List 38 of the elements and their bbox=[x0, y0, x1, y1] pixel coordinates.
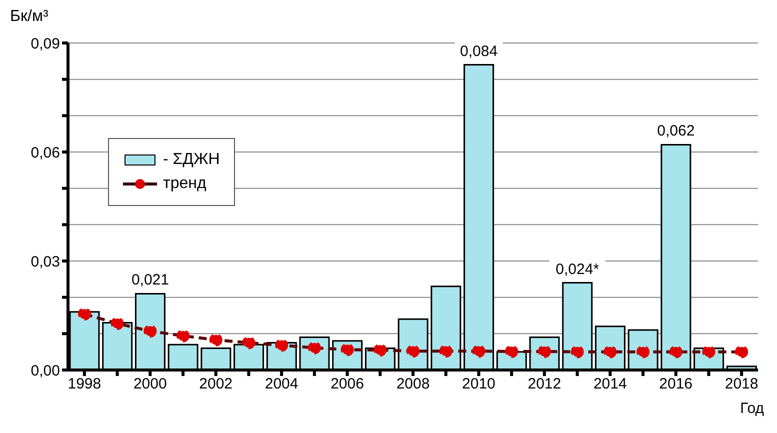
data-label: 0,024* bbox=[556, 260, 600, 278]
point bbox=[144, 324, 157, 338]
legend-label: - ΣДЖН bbox=[163, 151, 220, 169]
x-tick-label: 2006 bbox=[330, 376, 364, 393]
data-label: 0,021 bbox=[131, 272, 169, 289]
x-tick-label: 2004 bbox=[264, 376, 298, 393]
y-tick-label: 0,00 bbox=[30, 362, 60, 380]
x-tick-label: 2018 bbox=[724, 376, 758, 393]
y-tick-label: 0,09 bbox=[30, 35, 60, 52]
data-label: 0,084 bbox=[460, 42, 498, 60]
x-tick-label: 2008 bbox=[396, 376, 430, 393]
data-label: 0,062 bbox=[657, 122, 695, 140]
point bbox=[669, 345, 682, 358]
x-tick-label: 2000 bbox=[133, 376, 167, 393]
point bbox=[505, 344, 518, 358]
x-tick-label: 2010 bbox=[462, 376, 496, 393]
point bbox=[176, 329, 190, 342]
point bbox=[110, 316, 124, 330]
x-tick-label: 2016 bbox=[659, 376, 693, 393]
point bbox=[439, 344, 452, 358]
point bbox=[275, 338, 288, 352]
point bbox=[209, 333, 222, 346]
x-tick-label: 1998 bbox=[68, 376, 102, 393]
x-tick-label: 2002 bbox=[199, 376, 233, 393]
point bbox=[735, 345, 748, 358]
point bbox=[374, 344, 387, 357]
point bbox=[472, 344, 486, 358]
point bbox=[78, 308, 91, 321]
point bbox=[570, 345, 584, 358]
point bbox=[406, 344, 420, 358]
y-axis-title: Бк/м³ bbox=[10, 8, 48, 26]
y-tick-label: 0,03 bbox=[30, 253, 60, 270]
y-tick-label: 0,06 bbox=[30, 144, 60, 162]
x-tick-label: 2014 bbox=[593, 376, 627, 393]
point bbox=[242, 336, 256, 350]
x-tick-label: 2012 bbox=[528, 376, 562, 393]
x-axis-title: Год bbox=[740, 400, 764, 417]
legend-label: тренд bbox=[163, 175, 206, 193]
